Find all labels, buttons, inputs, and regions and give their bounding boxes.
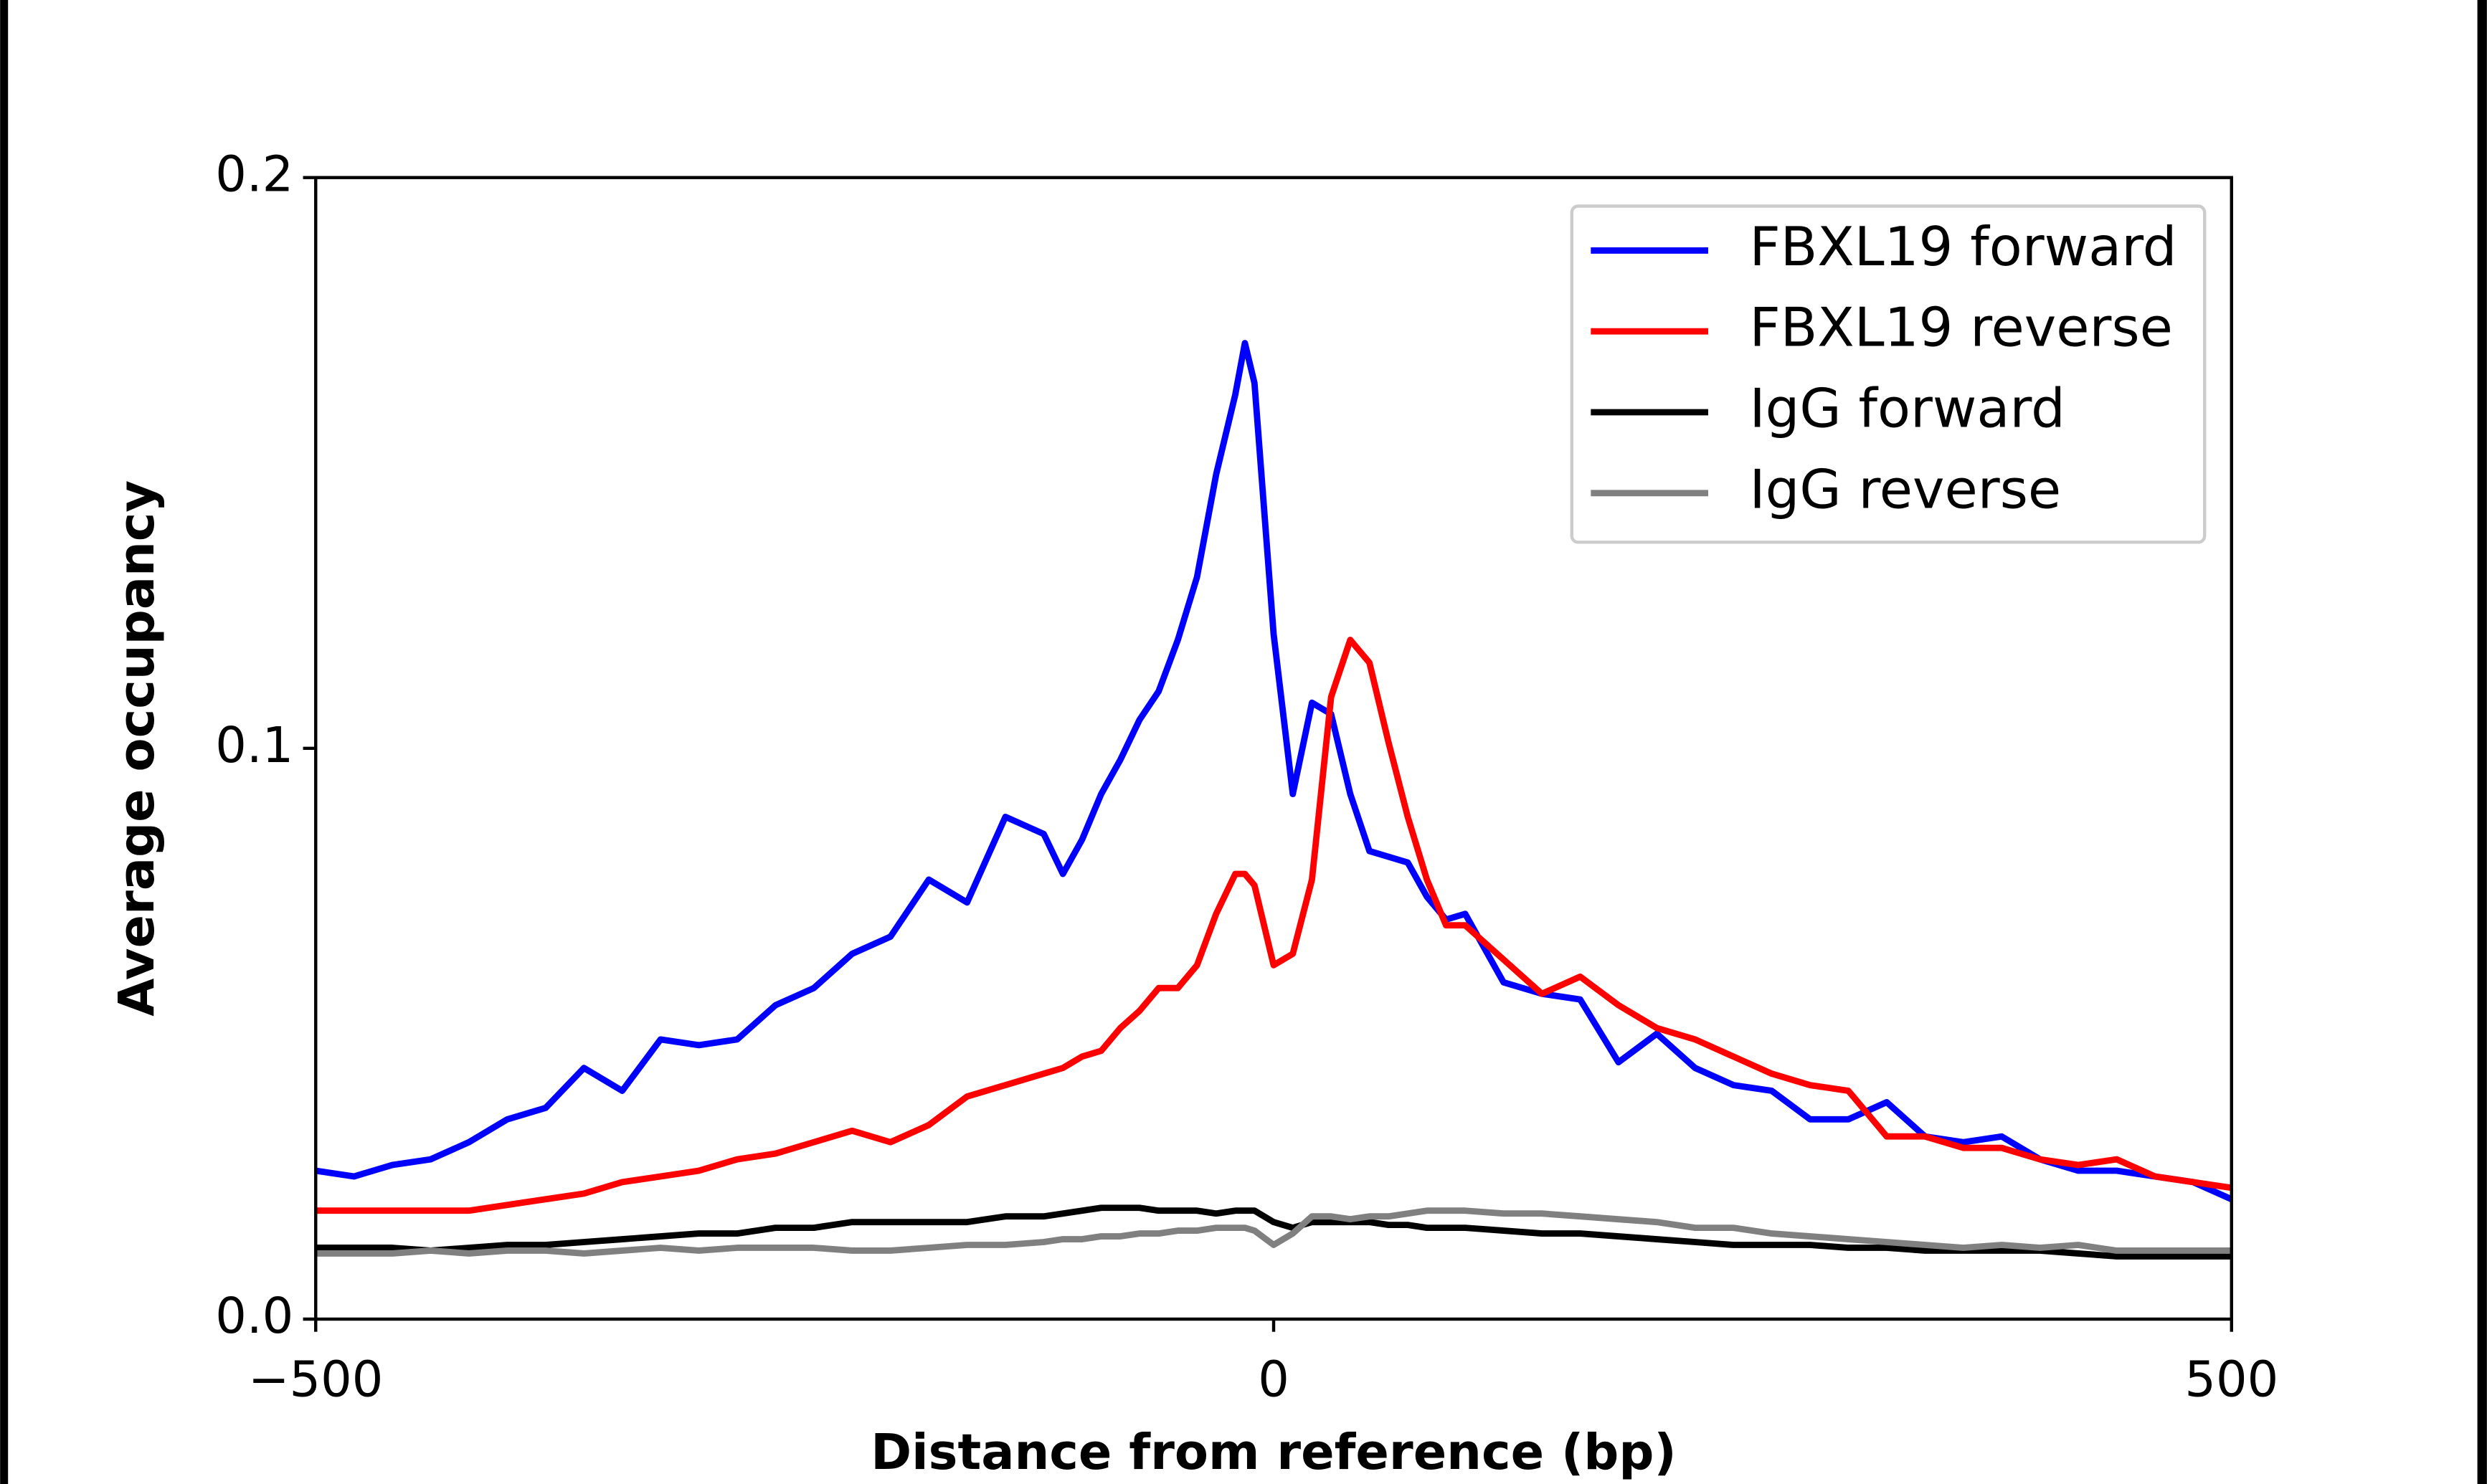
legend-label: FBXL19 forward (1749, 215, 2176, 278)
edge (0, 0, 9, 1484)
x-tick-label: −500 (248, 1351, 383, 1408)
y-axis-label: Average occupancy (108, 480, 166, 1017)
y-tick-label: 0.2 (215, 146, 293, 204)
legend-label: IgG reverse (1749, 457, 2061, 520)
x-axis-label: Distance from reference (bp) (871, 1424, 1677, 1481)
series-line (316, 1204, 2232, 1260)
edge (2477, 0, 2487, 1484)
series-line (316, 637, 2232, 1214)
series-line (316, 1207, 2232, 1257)
y-tick-label: 0.1 (215, 717, 293, 774)
legend-label: IgG forward (1749, 377, 2065, 440)
x-tick-label: 0 (1258, 1351, 1289, 1408)
x-tick-label: 500 (2184, 1351, 2278, 1408)
legend-label: FBXL19 reverse (1749, 296, 2172, 359)
y-tick-label: 0.0 (215, 1288, 293, 1345)
series-line (315, 340, 2233, 1202)
plot-area (315, 340, 2233, 1260)
legend-box (1570, 204, 2207, 544)
